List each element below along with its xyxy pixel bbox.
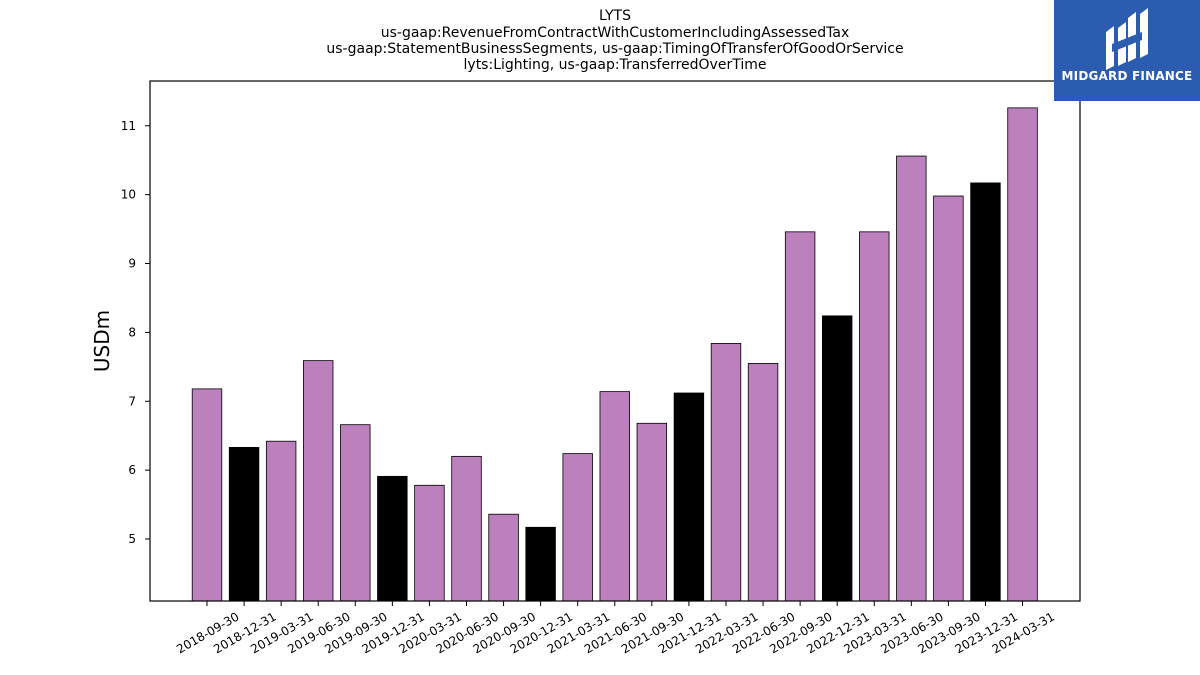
bar-2023-03-31 (859, 231, 890, 602)
chart-title-line-2: us-gaap:RevenueFromContractWithCustomerI… (381, 25, 850, 41)
y-tick-label: 11 (121, 119, 136, 133)
midgard-finance-logo: MIDGARD FINANCE (1054, 0, 1200, 101)
bar-2020-09-30 (488, 513, 519, 602)
bar-2021-12-31 (673, 392, 705, 602)
bar-2021-06-30 (599, 391, 630, 602)
y-tick-label: 8 (128, 325, 136, 339)
y-axis: 5 6 7 8 9 10 11 (121, 119, 150, 546)
bar-2020-12-31 (525, 526, 556, 602)
chart-title-line-4: lyts:Lighting, us-gaap:TransferredOverTi… (464, 57, 767, 73)
bar-2022-03-31 (710, 343, 742, 602)
x-axis: 2018-09-302018-12-312019-03-312019-06-30… (174, 601, 1057, 656)
bars-group (191, 107, 1038, 602)
bar-2022-09-30 (784, 231, 816, 602)
bar-2022-12-31 (821, 315, 853, 602)
chart-title: LYTS us-gaap:RevenueFromContractWithCust… (326, 8, 903, 73)
bar-2019-06-30 (303, 360, 334, 602)
bar-2019-03-31 (265, 440, 297, 602)
y-tick-label: 7 (128, 394, 136, 408)
logo-text: MIDGARD FINANCE (1061, 69, 1193, 83)
bar-2019-09-30 (340, 424, 371, 602)
bar-2022-06-30 (747, 362, 779, 602)
y-axis-label: USDm (90, 310, 114, 372)
bar-2021-09-30 (636, 422, 668, 602)
y-tick-label: 6 (128, 463, 136, 477)
y-tick-label: 10 (121, 188, 136, 202)
bar-2021-03-31 (562, 453, 593, 602)
bar-2023-12-31 (970, 182, 1001, 602)
bar-2018-09-30 (191, 388, 223, 602)
midgard-logo-icon (1106, 8, 1148, 70)
bar-2023-09-30 (933, 195, 964, 602)
bar-2023-06-30 (896, 155, 927, 602)
bar-2020-03-31 (414, 484, 445, 602)
bar-2020-06-30 (451, 455, 482, 602)
bar-2019-12-31 (377, 475, 408, 602)
y-tick-label: 9 (128, 257, 136, 271)
chart-title-line-1: LYTS (599, 8, 631, 24)
bar-2018-12-31 (228, 447, 260, 602)
bar-2024-03-31 (1007, 107, 1038, 602)
plot-frame (149, 80, 1081, 602)
y-tick-label: 5 (128, 532, 136, 546)
chart-title-line-3: us-gaap:StatementBusinessSegments, us-ga… (326, 41, 903, 57)
